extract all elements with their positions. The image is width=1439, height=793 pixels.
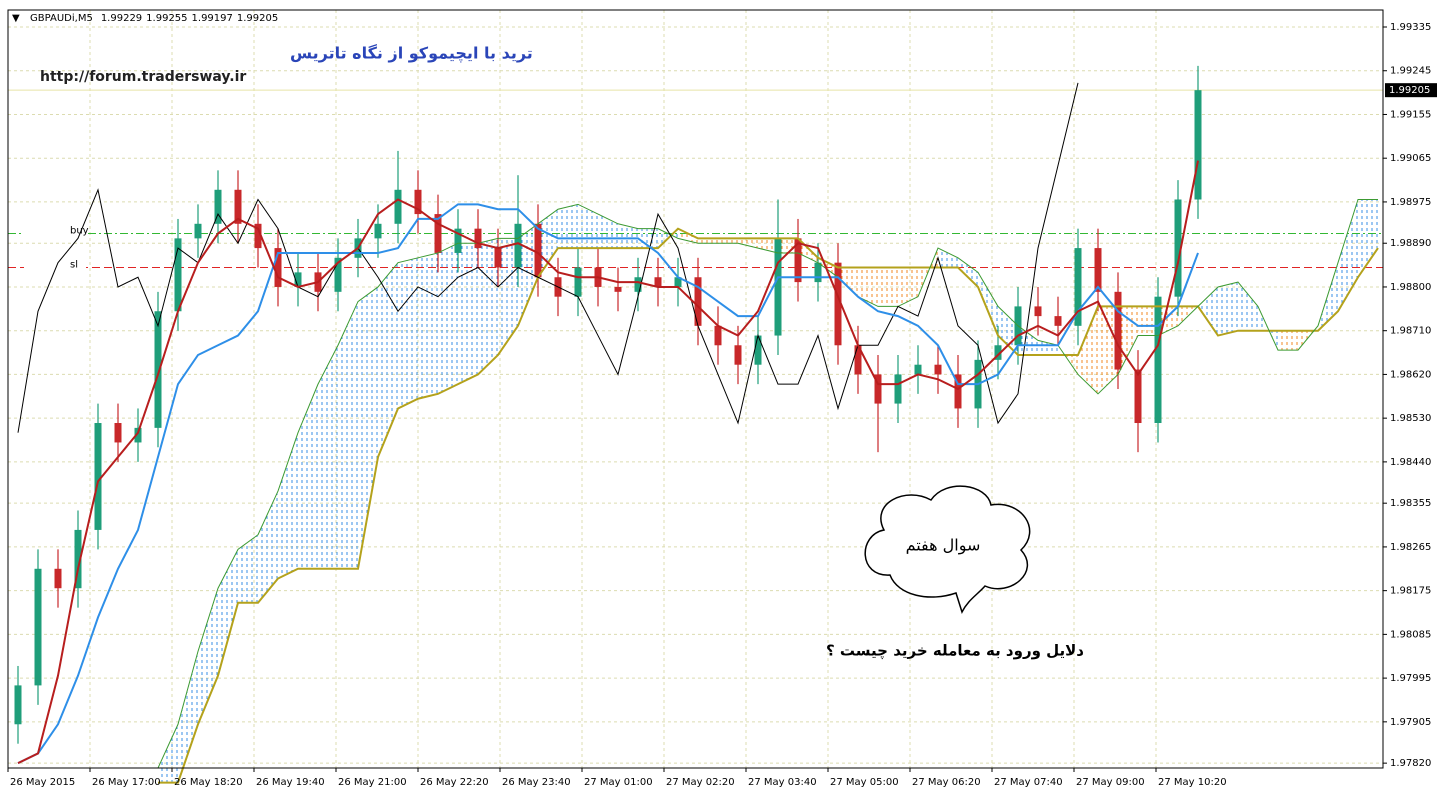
cloud-segment <box>878 268 898 307</box>
candle-body <box>475 229 482 248</box>
overlay-url: http://forum.tradersway.ir <box>40 69 246 85</box>
x-tick-label: 26 May 22:20 <box>420 777 489 788</box>
menu-arrow: ▼ <box>12 13 20 24</box>
x-tick-label: 26 May 21:00 <box>338 777 407 788</box>
y-tick-label: 1.99065 <box>1390 153 1431 164</box>
candle-body <box>375 224 382 239</box>
candle-body <box>895 374 902 403</box>
candle-body <box>1155 297 1162 423</box>
x-tick-label: 26 May 17:00 <box>92 777 161 788</box>
header-value: 1.99255 <box>146 13 187 24</box>
candle-body <box>215 190 222 224</box>
cloud-segment <box>338 302 358 569</box>
candle-body <box>95 423 102 530</box>
y-tick-label: 1.97820 <box>1390 758 1431 769</box>
candle-body <box>115 423 122 442</box>
candle-body <box>755 336 762 365</box>
candle-body <box>1095 248 1102 292</box>
cloud-segment <box>458 243 478 384</box>
y-tick-label: 1.98440 <box>1390 457 1431 468</box>
question: دلایل ورود به معامله خرید چیست ؟ <box>826 642 1084 661</box>
y-tick-label: 1.99335 <box>1390 22 1431 33</box>
x-tick-label: 27 May 03:40 <box>748 777 817 788</box>
candle-body <box>715 326 722 345</box>
candle-body <box>815 263 822 282</box>
candle-body <box>395 190 402 224</box>
x-tick-label: 26 May 18:20 <box>174 777 243 788</box>
candle-body <box>515 224 522 268</box>
bubble-text: سوال هفتم <box>906 536 981 556</box>
y-tick-label: 1.98800 <box>1390 282 1431 293</box>
cloud-segment <box>398 258 418 409</box>
y-tick-label: 1.98175 <box>1390 586 1431 597</box>
cloud-segment <box>558 204 578 248</box>
x-tick-label: 27 May 01:00 <box>584 777 653 788</box>
y-tick-label: 1.97995 <box>1390 673 1431 684</box>
x-tick-label: 27 May 02:20 <box>666 777 735 788</box>
x-tick-label: 26 May 2015 <box>10 777 75 788</box>
candle-body <box>1135 370 1142 423</box>
candle-body <box>615 287 622 292</box>
candle-body <box>1035 306 1042 316</box>
y-tick-label: 1.98890 <box>1390 238 1431 249</box>
y-tick-label: 1.98530 <box>1390 413 1431 424</box>
header-value: 1.99197 <box>192 13 233 24</box>
candle-body <box>195 224 202 239</box>
candle-body <box>1115 292 1122 370</box>
candle-body <box>735 345 742 364</box>
x-tick-label: 26 May 23:40 <box>502 777 571 788</box>
candle-body <box>1055 316 1062 326</box>
candle-body <box>35 569 42 686</box>
candle-body <box>575 268 582 297</box>
symbol: GBPAUDi,M5 <box>30 13 93 24</box>
cloud-segment <box>418 253 438 399</box>
cloud-segment <box>438 243 458 394</box>
y-tick-label: 1.99155 <box>1390 109 1431 120</box>
y-tick-label: 1.98975 <box>1390 197 1431 208</box>
candle-body <box>495 248 502 267</box>
candle-body <box>935 365 942 375</box>
y-tick-label: 1.99245 <box>1390 66 1431 77</box>
candle-body <box>535 224 542 277</box>
candle-body <box>695 277 702 326</box>
candle-body <box>915 365 922 375</box>
candle-body <box>1195 90 1202 199</box>
header-value: 1.99229 <box>101 13 142 24</box>
y-tick-label: 1.98620 <box>1390 369 1431 380</box>
cloud-segment <box>1218 282 1238 335</box>
y-tick-label: 1.98085 <box>1390 629 1431 640</box>
y-tick-label: 1.98355 <box>1390 498 1431 509</box>
x-tick-label: 26 May 19:40 <box>256 777 325 788</box>
chart: buysl 1.993351.992451.991551.990651.9897… <box>0 0 1439 793</box>
x-tick-label: 27 May 06:20 <box>912 777 981 788</box>
y-tick-label: 1.98265 <box>1390 542 1431 553</box>
y-tick-label: 1.98710 <box>1390 326 1431 337</box>
candle-body <box>55 569 62 588</box>
price-tag-label: 1.99205 <box>1389 85 1430 96</box>
x-tick-label: 27 May 07:40 <box>994 777 1063 788</box>
header-value: 1.99205 <box>237 13 278 24</box>
x-tick-label: 27 May 05:00 <box>830 777 899 788</box>
level-label: sl <box>70 260 78 271</box>
cloud-segment <box>1278 331 1298 350</box>
overlay-title: ترید با ایچیموکو از نگاه تاتریس <box>290 44 533 64</box>
y-tick-label: 1.97905 <box>1390 717 1431 728</box>
x-tick-label: 27 May 09:00 <box>1076 777 1145 788</box>
x-tick-label: 27 May 10:20 <box>1158 777 1227 788</box>
candle-body <box>15 685 22 724</box>
